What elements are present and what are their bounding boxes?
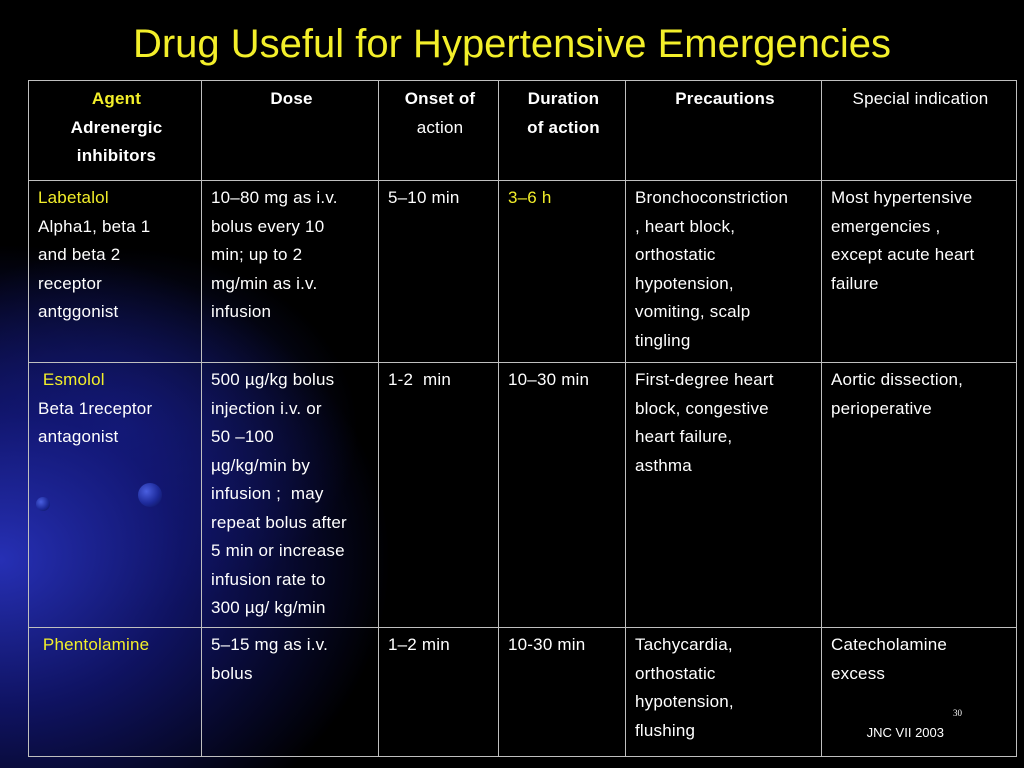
dose-line: min; up to 2	[211, 245, 303, 264]
agent-desc: and beta 2	[38, 245, 121, 264]
precaution-line: hypotension,	[635, 692, 734, 711]
page-number: 30	[953, 708, 962, 718]
cell-special: Most hypertensive emergencies , except a…	[821, 180, 1017, 363]
source-note: JNC VII 2003	[866, 725, 944, 740]
precaution-line: asthma	[635, 455, 692, 475]
header-precautions-label: Precautions	[675, 89, 775, 108]
dose-line: µg/kg/min by	[211, 455, 311, 475]
table-row: Phentolamine 5–15 mg as i.v. bolus 1–2 m…	[28, 627, 1017, 757]
precaution-line: Bronchoconstriction	[635, 188, 789, 207]
duration-value: 3–6 h	[508, 188, 552, 207]
special-line: failure	[831, 273, 879, 293]
cell-duration: 10-30 min	[498, 627, 626, 757]
precaution-line: flushing	[635, 720, 696, 740]
duration-value: 10–30 min	[508, 370, 590, 389]
header-agent-sub-1: Adrenergic	[70, 117, 163, 137]
dose-line: infusion	[211, 302, 272, 321]
header-special-label: Special indication	[852, 89, 989, 108]
table-row: Labetalol Alpha1, beta 1 and beta 2 rece…	[28, 180, 1017, 363]
header-onset-line-1: Onset of	[404, 89, 476, 108]
dose-line: repeat bolus after	[211, 512, 347, 532]
agent-desc: antggonist	[38, 302, 119, 321]
cell-onset: 1-2 min	[378, 362, 499, 628]
dose-line: bolus	[211, 663, 253, 683]
dose-line: bolus every 10	[211, 216, 325, 236]
onset-value: 1-2 min	[388, 370, 452, 389]
dose-line: 50 –100	[211, 427, 274, 446]
header-agent-sub-2: inhibitors	[76, 146, 157, 165]
special-line: Catecholamine	[831, 635, 947, 654]
special-line: Aortic dissection,	[831, 370, 964, 389]
dose-line: 10–80 mg as i.v.	[211, 188, 338, 207]
onset-value: 1–2 min	[388, 635, 450, 654]
table-row: Esmolol Beta 1receptor antagonist 500 µg…	[28, 362, 1017, 628]
header-duration-line-1: Duration	[527, 89, 600, 108]
precaution-line: First-degree heart	[635, 370, 774, 389]
agent-desc: receptor	[38, 273, 102, 293]
agent-name: Labetalol	[38, 188, 109, 207]
cell-agent: Esmolol Beta 1receptor antagonist	[28, 362, 202, 628]
cell-precautions: First-degree heart block, congestive hea…	[625, 362, 822, 628]
dose-line: mg/min as i.v.	[211, 273, 318, 293]
cell-precautions: Bronchoconstriction , heart block, ortho…	[625, 180, 822, 363]
precaution-line: heart failure,	[635, 427, 733, 446]
agent-name: Phentolamine	[38, 635, 150, 654]
slide-title: Drug Useful for Hypertensive Emergencies	[132, 22, 892, 66]
agent-desc: antagonist	[38, 427, 119, 446]
special-line: perioperative	[831, 398, 932, 418]
header-dose: Dose	[201, 80, 379, 181]
cell-dose: 5–15 mg as i.v. bolus	[201, 627, 379, 757]
header-duration-line-2: of action	[527, 117, 600, 137]
dose-line: infusion rate to	[211, 569, 326, 589]
cell-onset: 1–2 min	[378, 627, 499, 757]
cell-dose: 500 µg/kg bolus injection i.v. or 50 –10…	[201, 362, 379, 628]
cell-special: Catecholamine excess	[821, 627, 1017, 757]
dose-line: injection i.v. or	[211, 398, 322, 418]
precaution-line: orthostatic	[635, 245, 716, 264]
drug-table: Agent Adrenergic inhibitors Dose Onset o…	[28, 80, 1017, 757]
agent-name: Esmolol	[38, 370, 105, 389]
header-dose-label: Dose	[270, 89, 313, 108]
cell-duration: 3–6 h	[498, 180, 626, 363]
cell-special: Aortic dissection, perioperative	[821, 362, 1017, 628]
header-precautions: Precautions	[625, 80, 822, 181]
header-special: Special indication	[821, 80, 1017, 181]
dose-line: 300 µg/ kg/min	[211, 598, 326, 617]
cell-onset: 5–10 min	[378, 180, 499, 363]
precaution-line: Tachycardia,	[635, 635, 733, 654]
onset-value: 5–10 min	[388, 188, 460, 207]
agent-desc: Beta 1receptor	[38, 398, 153, 418]
special-line: emergencies ,	[831, 216, 941, 236]
agent-desc: Alpha1, beta 1	[38, 216, 151, 236]
duration-value: 10-30 min	[508, 635, 586, 654]
header-onset: Onset of action	[378, 80, 499, 181]
cell-agent: Labetalol Alpha1, beta 1 and beta 2 rece…	[28, 180, 202, 363]
special-line: excess	[831, 663, 886, 683]
cell-agent: Phentolamine	[28, 627, 202, 757]
cell-precautions: Tachycardia, orthostatic hypotension, fl…	[625, 627, 822, 757]
header-row: Agent Adrenergic inhibitors Dose Onset o…	[28, 80, 1017, 181]
precaution-line: block, congestive	[635, 398, 769, 418]
cell-dose: 10–80 mg as i.v. bolus every 10 min; up …	[201, 180, 379, 363]
header-agent-label: Agent	[91, 89, 142, 108]
dose-line: 500 µg/kg bolus	[211, 370, 335, 389]
precaution-line: hypotension,	[635, 273, 734, 293]
precaution-line: orthostatic	[635, 663, 716, 683]
dose-line: 5 min or increase	[211, 541, 345, 560]
dose-line: infusion ; may	[211, 484, 324, 503]
header-agent: Agent Adrenergic inhibitors	[28, 80, 202, 181]
header-duration: Duration of action	[498, 80, 626, 181]
special-line: except acute heart	[831, 245, 975, 264]
precaution-line: vomiting, scalp	[635, 302, 751, 321]
header-onset-line-2: action	[416, 117, 464, 137]
precaution-line: , heart block,	[635, 216, 736, 236]
precaution-line: tingling	[635, 330, 691, 350]
cell-duration: 10–30 min	[498, 362, 626, 628]
special-line: Most hypertensive	[831, 188, 973, 207]
dose-line: 5–15 mg as i.v.	[211, 635, 329, 654]
